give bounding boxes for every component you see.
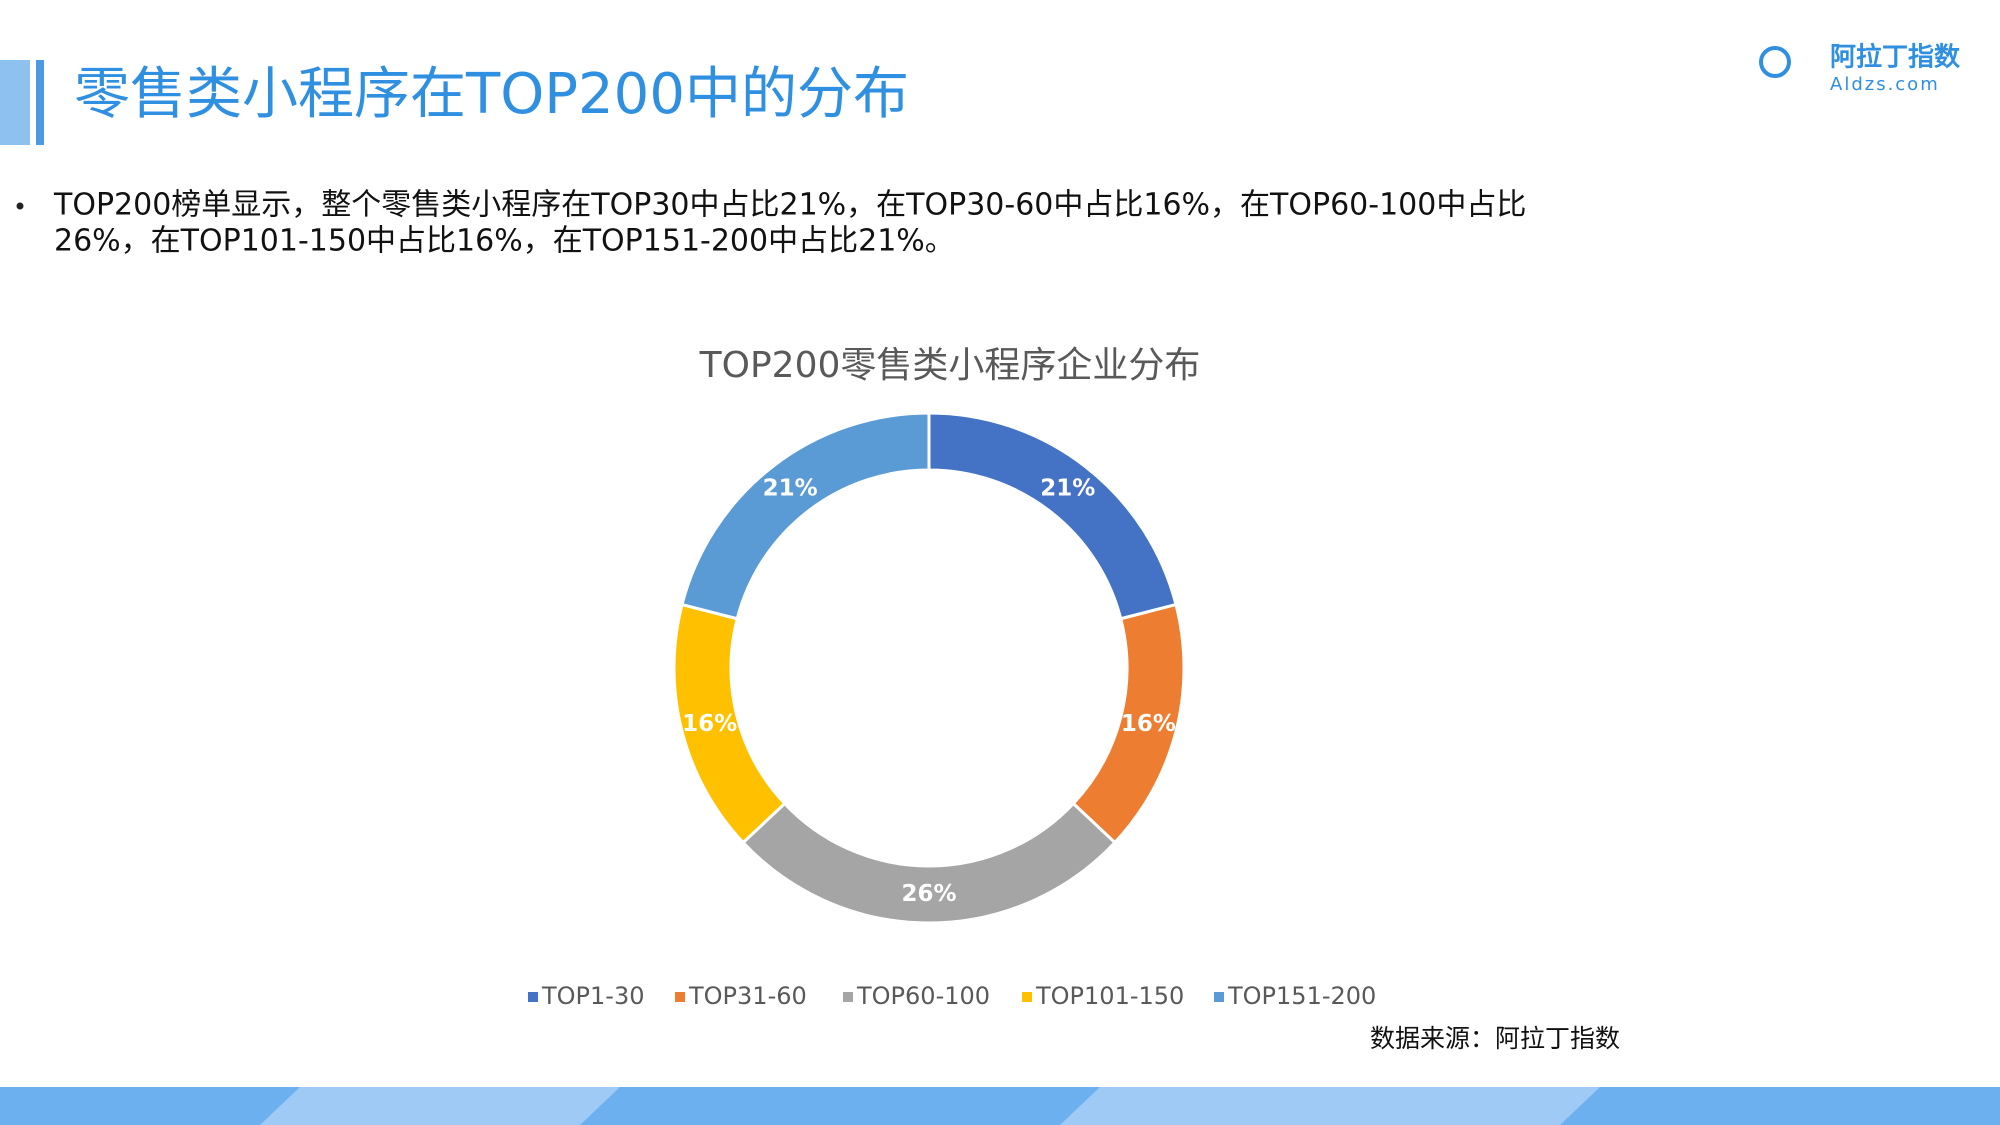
legend-swatch [528, 992, 538, 1002]
legend-label: TOP151-200 [1227, 982, 1376, 1010]
legend-swatch [1214, 992, 1224, 1002]
chart-title: TOP200零售类小程序企业分布 [699, 345, 1201, 386]
data-label: 21% [1040, 476, 1095, 502]
header-bar [0, 60, 30, 145]
legend-swatch [1022, 992, 1032, 1002]
donut-segment [927, 411, 1178, 621]
bullet-text: 26%，在TOP101-150中占比16%，在TOP151-200中占比21%。 [54, 224, 955, 259]
data-label: 16% [1121, 711, 1176, 737]
source: 数据来源：阿拉丁指数 [1370, 1024, 1620, 1053]
data-label: 26% [901, 881, 956, 907]
logo-site: Aldzs.com [1830, 74, 1940, 95]
legend-label: TOP31-60 [688, 982, 807, 1010]
bullet-dot [16, 202, 24, 210]
logo-name: 阿拉丁指数 [1830, 42, 1961, 73]
footer-band [1060, 1087, 1600, 1125]
data-label: 21% [763, 476, 818, 502]
legend-label: TOP60-100 [856, 982, 990, 1010]
footer-band [260, 1087, 620, 1125]
slide-title: 零售类小程序在TOP200中的分布 [74, 62, 909, 127]
bullet-text: TOP200榜单显示，整个零售类小程序在TOP30中占比21%，在TOP30-6… [53, 188, 1526, 223]
header-bar [36, 60, 44, 145]
legend-label: TOP1-30 [541, 982, 645, 1010]
legend-swatch [675, 992, 685, 1002]
legend-swatch [843, 992, 853, 1002]
legend-label: TOP101-150 [1035, 982, 1184, 1010]
logo-icon [1759, 46, 1791, 78]
donut-segment [680, 411, 931, 621]
data-label: 16% [682, 711, 737, 737]
